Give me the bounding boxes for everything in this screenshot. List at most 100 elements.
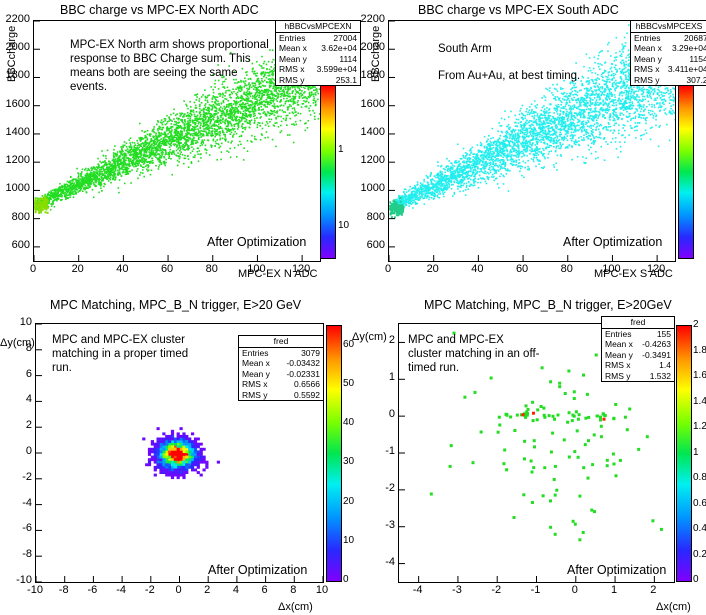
chart1-bin — [196, 133, 198, 136]
chart1-bin — [230, 123, 233, 126]
chart1-bin — [137, 157, 140, 160]
chart1-bin — [95, 179, 98, 181]
chart1-bin — [212, 88, 214, 91]
chart1-bin — [117, 166, 120, 169]
chart1-bin — [167, 140, 169, 143]
chart1-bin — [308, 92, 311, 95]
chart1-bin — [61, 190, 63, 193]
chart1-bin — [237, 110, 240, 113]
chart1-bin — [101, 173, 104, 175]
chart1-bin — [219, 130, 221, 133]
chart1-bin — [170, 158, 172, 160]
chart1-bin — [156, 141, 158, 144]
chart1-bin — [98, 183, 101, 186]
chart1-bin — [273, 70, 276, 72]
chart1-bin — [159, 149, 161, 152]
chart1-bin — [147, 166, 149, 169]
chart1-bin — [165, 122, 168, 125]
chart1-bin — [195, 111, 198, 113]
chart1-bin — [122, 146, 124, 148]
chart1-bin — [258, 89, 261, 92]
chart1-bin — [281, 92, 283, 95]
chart2-bin — [472, 153, 474, 155]
chart2-bin — [445, 186, 447, 189]
chart2-bin — [486, 157, 488, 160]
chart1-bin — [127, 164, 129, 167]
chart1-bin — [247, 98, 250, 100]
chart1-bin — [277, 94, 279, 96]
chart1-bin — [227, 124, 230, 126]
chart1-bin — [119, 163, 122, 166]
stats-value: 3.62e+04 — [321, 43, 357, 53]
chart1-bin — [253, 96, 255, 98]
stats-label: RMS y — [279, 74, 305, 85]
chart1-bin — [226, 104, 228, 106]
chart1-bin — [234, 116, 237, 119]
chart1-bin — [227, 125, 229, 127]
chart1-bin — [242, 114, 244, 116]
chart1-bin — [114, 172, 116, 174]
chart1-bin — [139, 174, 141, 176]
chart1-bin — [137, 177, 139, 180]
chart1-bin — [246, 90, 249, 92]
stats-value: 253.1 — [335, 74, 357, 85]
chart1-bin — [305, 105, 308, 107]
chart1-bin — [244, 105, 246, 108]
chart1-bin — [189, 133, 192, 136]
chart1-bin — [291, 85, 293, 88]
chart1-bin — [309, 95, 312, 98]
chart1-bin — [265, 72, 267, 74]
chart1-bin — [69, 187, 72, 189]
chart1-bin — [98, 177, 100, 180]
chart1-bin — [133, 149, 136, 152]
chart1-bin — [216, 128, 218, 131]
chart1-bin — [203, 124, 205, 126]
chart1-bin — [56, 195, 58, 198]
chart1-bin — [56, 189, 58, 192]
chart2-bin — [607, 88, 610, 91]
chart1-bin — [164, 118, 167, 120]
chart1-bin — [282, 111, 285, 113]
chart1-bin — [102, 154, 105, 157]
chart2-bin — [594, 72, 597, 75]
chart1-bin — [253, 108, 256, 110]
chart2-bin — [552, 115, 554, 118]
chart1-bin — [230, 118, 233, 121]
chart1-bin — [170, 138, 173, 140]
chart1-bin — [165, 134, 168, 137]
chart1-bin — [245, 115, 247, 117]
chart2-bin — [472, 184, 474, 187]
chart1-bin — [251, 107, 253, 109]
chart2-bin — [474, 158, 477, 161]
chart1-bin — [126, 166, 128, 169]
chart2-plot-area — [388, 20, 676, 262]
chart1-bin — [153, 152, 156, 155]
chart1-bin — [265, 115, 268, 117]
chart1-bin — [160, 152, 163, 154]
chart1-x-tick-label: 0 — [29, 263, 37, 275]
chart1-bin — [277, 115, 279, 118]
chart1-bin — [176, 131, 178, 133]
chart1-bin — [256, 99, 259, 101]
chart1-bin — [284, 101, 287, 103]
chart1-bin — [77, 173, 80, 175]
chart1-bin — [297, 104, 300, 106]
chart1-bin — [281, 90, 283, 92]
chart1-bin — [86, 180, 89, 183]
chart1-bin — [125, 168, 127, 171]
chart1-bin — [305, 97, 307, 99]
chart1-bin — [60, 193, 63, 196]
chart1-bin — [270, 79, 272, 81]
chart2-bin — [665, 87, 668, 89]
chart2-bin — [556, 169, 558, 171]
chart1-bin — [286, 91, 289, 94]
chart1-bin — [89, 173, 91, 175]
chart1-bin — [261, 92, 264, 95]
chart1-bin — [144, 137, 146, 139]
chart1-bin — [163, 161, 166, 164]
chart1-bin — [287, 89, 289, 92]
chart2-bin — [614, 99, 617, 101]
chart1-bin — [304, 129, 307, 132]
chart1-bin — [261, 67, 263, 69]
chart1-bin — [255, 80, 258, 83]
